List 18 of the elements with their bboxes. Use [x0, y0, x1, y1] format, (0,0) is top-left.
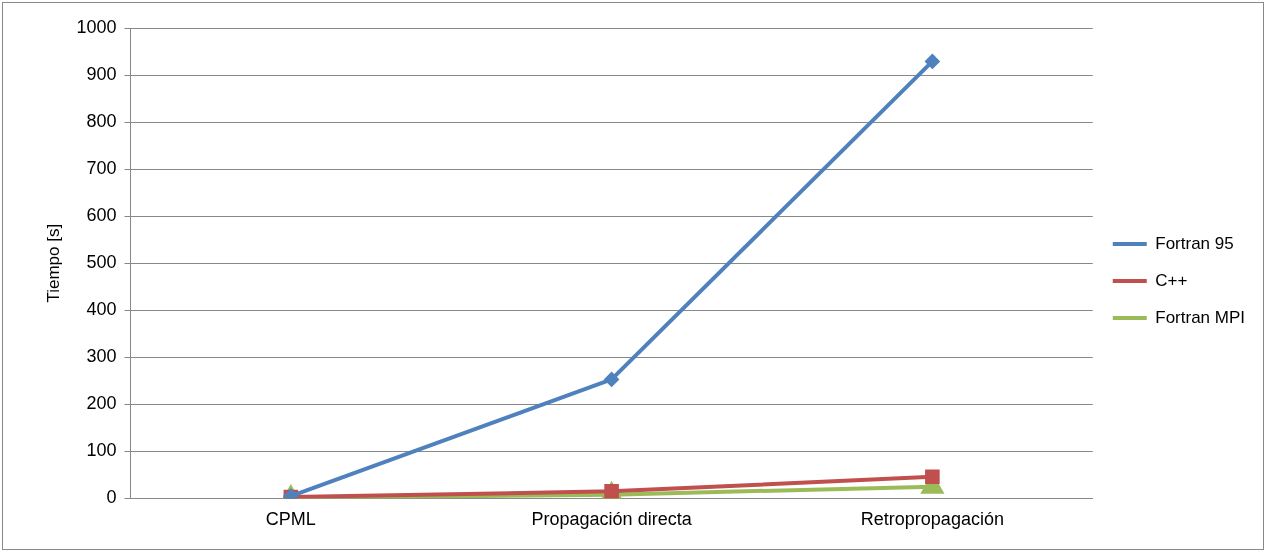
y-axis-title: Tiempo [s]: [43, 223, 63, 303]
legend-label: C++: [1155, 270, 1188, 290]
y-tick-label: 1000: [76, 16, 117, 37]
x-tick-label: Retropropagación: [860, 509, 1004, 530]
y-tick-label: 300: [86, 346, 117, 367]
y-tick-label: 500: [86, 252, 117, 273]
y-tick-label: 400: [86, 299, 117, 320]
y-tick-label: 100: [86, 440, 117, 461]
y-tick-label: 200: [86, 393, 117, 414]
y-tick-label: 700: [86, 158, 117, 179]
y-tick-label: 600: [86, 205, 117, 226]
x-tick-label: Propagación directa: [531, 509, 693, 530]
y-tick-label: 0: [106, 487, 117, 508]
legend-label: Fortran 95: [1155, 233, 1234, 253]
y-tick-label: 800: [86, 111, 117, 132]
y-tick-label: 900: [86, 64, 117, 85]
legend-label: Fortran MPI: [1155, 307, 1246, 327]
x-tick-label: CPML: [265, 509, 316, 530]
